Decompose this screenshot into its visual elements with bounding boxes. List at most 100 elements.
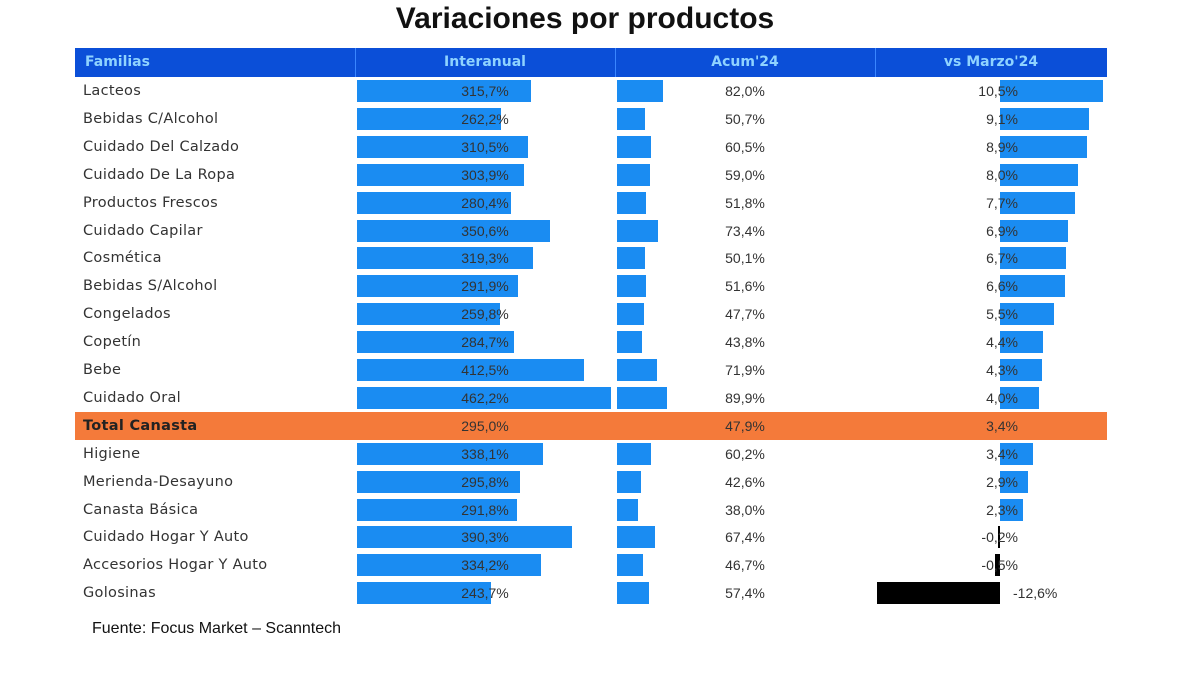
interanual-value: 243,7% [461, 585, 509, 602]
interanual-value: 291,8% [461, 501, 509, 518]
acum-bar [617, 359, 658, 381]
familia-label: Total Canasta [83, 417, 198, 434]
acum-value: 51,8% [725, 194, 765, 211]
vs-marzo-bar [1000, 107, 1090, 130]
vs-marzo-bar [1000, 275, 1065, 298]
interanual-value: 390,3% [461, 529, 509, 546]
acum-value: 82,0% [725, 83, 765, 99]
vs-marzo-value: 4,4% [986, 334, 1018, 351]
vs-marzo-bar [1000, 386, 1040, 409]
interanual-bar [357, 247, 533, 270]
column-header-vs-marzo: vs Marzo'24 [943, 54, 1039, 70]
vs-marzo-value: -0,5% [981, 557, 1018, 574]
acum-bar [617, 191, 646, 214]
vs-marzo-bar [995, 554, 1000, 577]
familia-label: Copetín [83, 334, 142, 351]
table-row: Bebidas C/Alcohol 262,2% 50,7% 9,1% [75, 105, 1107, 133]
table-row: Golosinas 243,7% 57,4% -12,6% [75, 579, 1107, 607]
interanual-bar [357, 219, 550, 242]
acum-bar [617, 526, 655, 549]
interanual-value: 338,1% [461, 445, 509, 462]
interanual-value: 319,3% [461, 250, 509, 267]
vs-marzo-value: 3,4% [986, 417, 1018, 434]
vs-marzo-bar [1000, 331, 1044, 354]
acum-bar [617, 470, 641, 493]
acum-bar [617, 442, 651, 465]
vs-marzo-bar [876, 582, 1000, 605]
vs-marzo-value: 2,9% [986, 473, 1018, 490]
table-row-total: Total Canasta 295,0% 47,9% 3,4% [75, 411, 1107, 440]
acum-bar [617, 582, 650, 605]
table-header: Familias Interanual Acum'24 vs Marzo'24 [75, 48, 1107, 77]
interanual-value: 262,2% [461, 110, 509, 127]
vs-marzo-bar [1000, 247, 1066, 270]
table-row: Cuidado Hogar Y Auto 390,3% 67,4% -0,2% [75, 523, 1107, 551]
table-row: Congelados 259,8% 47,7% 5,5% [75, 300, 1107, 328]
table-row: Cuidado De La Ropa 303,9% 59,0% 8,0% [75, 161, 1107, 189]
interanual-value: 280,4% [461, 194, 509, 211]
interanual-value: 291,9% [461, 278, 509, 295]
interanual-bar [357, 303, 500, 326]
column-header-familias: Familias [85, 54, 150, 70]
familia-label: Higiene [83, 445, 141, 462]
interanual-bar [357, 275, 518, 298]
familia-label: Cuidado Oral [83, 389, 182, 406]
interanual-bar [357, 582, 492, 605]
interanual-bar [357, 442, 543, 465]
familia-label: Cuidado Del Calzado [83, 138, 240, 155]
acum-value: 47,9% [725, 417, 765, 434]
interanual-bar [357, 386, 612, 409]
acum-bar [617, 163, 651, 186]
familia-label: Cuidado Hogar Y Auto [83, 529, 249, 546]
table-row: Copetín 284,7% 43,8% 4,4% [75, 328, 1107, 356]
column-divider [355, 48, 356, 77]
vs-marzo-bar [1000, 219, 1068, 242]
chart-title: Variaciones por productos [395, 2, 775, 35]
familia-label: Bebidas S/Alcohol [83, 278, 218, 295]
table-row: Bebidas S/Alcohol 291,9% 51,6% 6,6% [75, 272, 1107, 300]
interanual-value: 295,8% [461, 473, 509, 490]
acum-value: 47,7% [725, 306, 765, 323]
vs-marzo-value: 4,0% [986, 389, 1018, 406]
familia-label: Bebe [83, 362, 122, 378]
familia-label: Cuidado De La Ropa [83, 166, 236, 183]
acum-value: 71,9% [725, 362, 765, 378]
acum-value: 60,5% [725, 138, 765, 155]
acum-bar [617, 331, 642, 354]
column-divider [615, 48, 616, 77]
vs-marzo-value: 8,0% [986, 166, 1018, 183]
interanual-value: 284,7% [461, 334, 509, 351]
vs-marzo-value: 7,7% [986, 194, 1018, 211]
vs-marzo-bar [1000, 442, 1034, 465]
interanual-bar [357, 80, 531, 102]
interanual-bar [357, 107, 502, 130]
interanual-value: 350,6% [461, 222, 509, 239]
interanual-bar [357, 498, 518, 521]
table-row: Canasta Básica 291,8% 38,0% 2,3% [75, 496, 1107, 524]
familia-label: Canasta Básica [83, 501, 199, 518]
vs-marzo-value: 10,5% [978, 83, 1018, 99]
vs-marzo-value: -0,2% [981, 529, 1018, 546]
vs-marzo-bar [998, 526, 1000, 549]
interanual-bar [357, 526, 572, 549]
table-row: Accesorios Hogar Y Auto 334,2% 46,7% -0,5% [75, 551, 1107, 579]
acum-bar [617, 219, 659, 242]
familia-label: Lacteos [83, 83, 142, 99]
vs-marzo-value: 5,5% [986, 306, 1018, 323]
interanual-bar [357, 331, 514, 354]
vs-marzo-value: 9,1% [986, 110, 1018, 127]
acum-value: 60,2% [725, 445, 765, 462]
interanual-bar [357, 135, 528, 158]
table-row: Cuidado Del Calzado 310,5% 60,5% 8,9% [75, 133, 1107, 161]
acum-value: 38,0% [725, 501, 765, 518]
table-row: Cuidado Capilar 350,6% 73,4% 6,9% [75, 217, 1107, 245]
table-row: Bebe 412,5% 71,9% 4,3% [75, 356, 1107, 384]
interanual-value: 315,7% [461, 83, 509, 99]
familia-label: Golosinas [83, 585, 156, 602]
familia-label: Productos Frescos [83, 194, 218, 211]
interanual-value: 462,2% [461, 389, 509, 406]
interanual-bar [357, 191, 512, 214]
acum-bar [617, 80, 663, 102]
familia-label: Bebidas C/Alcohol [83, 110, 219, 127]
acum-bar [617, 135, 651, 158]
